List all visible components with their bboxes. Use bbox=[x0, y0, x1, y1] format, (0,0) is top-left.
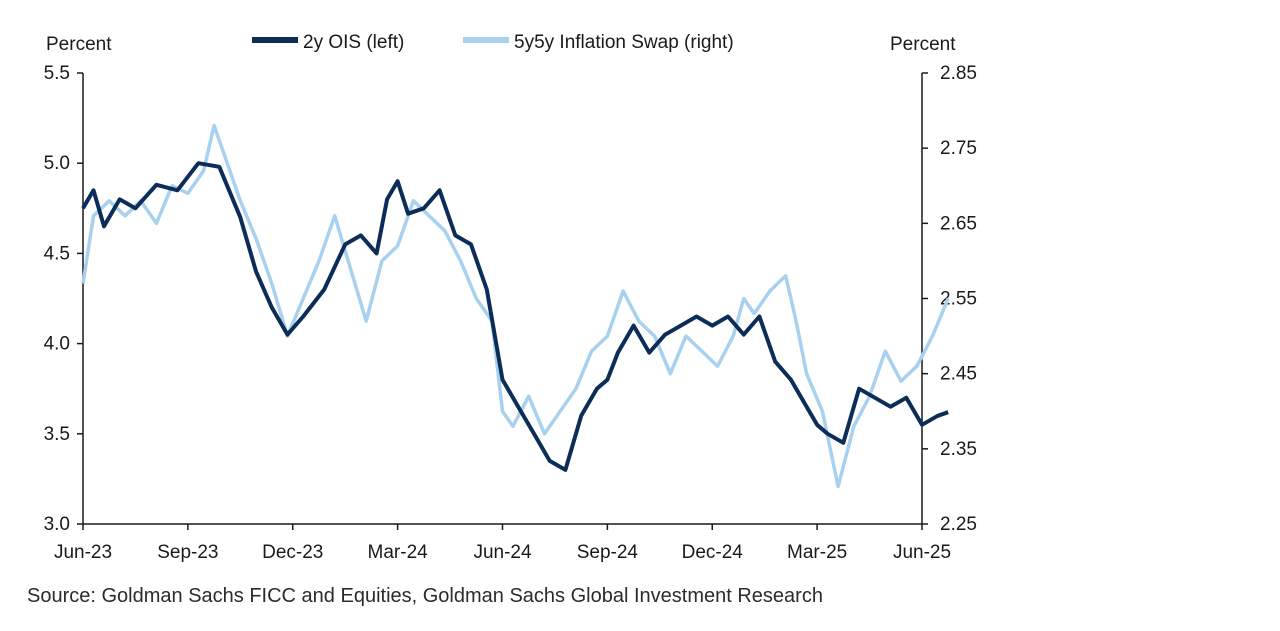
x-tick-label: Jun-23 bbox=[54, 542, 112, 563]
left-axis-ticks: 5.5 5.0 4.5 4.0 3.5 3.0 bbox=[44, 63, 83, 535]
x-tick-label: Dec-23 bbox=[262, 542, 323, 563]
x-tick-label: Sep-23 bbox=[157, 542, 218, 563]
x-axis-ticks: Jun-23 Sep-23 Dec-23 Mar-24 Jun-24 Sep-24 Dec-… bbox=[54, 524, 951, 563]
left-axis-label: Percent bbox=[46, 34, 112, 55]
x-tick-label: Jun-25 bbox=[893, 542, 951, 563]
x-tick-label: Jun-24 bbox=[473, 542, 532, 563]
right-tick-label: 2.55 bbox=[940, 289, 977, 310]
source-note: Source: Goldman Sachs FICC and Equities,… bbox=[27, 585, 823, 607]
legend-label-2y-ois: 2y OIS (left) bbox=[303, 32, 404, 53]
x-tick-label: Sep-24 bbox=[577, 542, 639, 563]
left-tick-label: 5.5 bbox=[44, 63, 70, 84]
x-tick-label: Mar-25 bbox=[787, 542, 847, 563]
legend: 2y OIS (left) 5y5y Inflation Swap (right… bbox=[252, 32, 734, 53]
right-tick-label: 2.25 bbox=[940, 514, 977, 535]
right-tick-label: 2.85 bbox=[940, 63, 977, 84]
right-tick-label: 2.75 bbox=[940, 138, 977, 159]
left-tick-label: 3.0 bbox=[44, 514, 70, 535]
x-tick-label: Dec-24 bbox=[682, 542, 744, 563]
right-tick-label: 2.45 bbox=[940, 364, 977, 385]
left-tick-label: 3.5 bbox=[44, 424, 70, 445]
right-axis-ticks: 2.85 2.75 2.65 2.55 2.45 2.35 2.25 bbox=[922, 63, 977, 535]
left-tick-label: 5.0 bbox=[44, 153, 70, 174]
right-axis-label: Percent bbox=[890, 34, 956, 55]
right-tick-label: 2.35 bbox=[940, 439, 977, 460]
series-line-2y-ois bbox=[81, 161, 949, 472]
series-line-5y5y-inflation-swap bbox=[81, 123, 950, 489]
legend-label-5y5y-inflation-swap: 5y5y Inflation Swap (right) bbox=[514, 32, 734, 53]
right-tick-label: 2.65 bbox=[940, 213, 977, 234]
left-tick-label: 4.5 bbox=[44, 243, 70, 264]
left-tick-label: 4.0 bbox=[44, 334, 70, 355]
x-tick-label: Mar-24 bbox=[368, 542, 429, 563]
